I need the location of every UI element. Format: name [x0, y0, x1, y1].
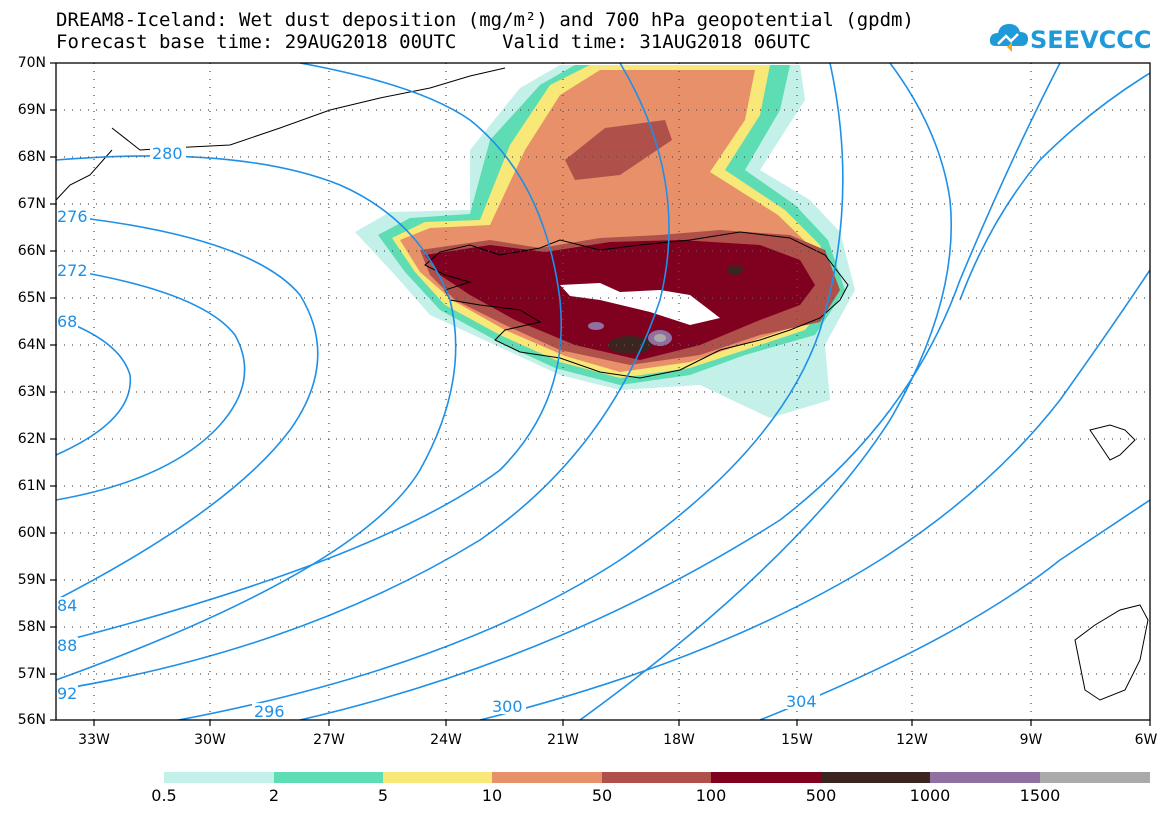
colorbar-swatch-5 [711, 772, 821, 783]
colorbar-tick-label: 100 [695, 786, 727, 805]
lat-label: 67N [17, 196, 46, 212]
map-subtitle: Forecast base time: 29AUG2018 00UTC Vali… [56, 31, 811, 53]
colorbar-tick-label: 50 [591, 786, 613, 805]
lat-label: 56N [17, 712, 46, 728]
contour-label-84: 84 [57, 596, 77, 615]
colorbar-swatch-1 [274, 772, 383, 783]
lat-label: 70N [17, 55, 46, 71]
colorbar-tick-label: 500 [805, 786, 837, 805]
lat-label: 68N [17, 149, 46, 165]
colorbar-tick-label: 1000 [909, 786, 951, 805]
lat-label: 61N [17, 478, 46, 494]
lat-label: 65N [17, 290, 46, 306]
lat-label: 63N [17, 384, 46, 400]
lat-label: 59N [17, 572, 46, 588]
cloud-logo-icon [989, 24, 1028, 52]
colorbar-swatch-0 [164, 772, 274, 783]
lat-label: 69N [17, 102, 46, 118]
contour-label-296: 296 [254, 702, 285, 721]
colorbar-swatch-3 [492, 772, 602, 783]
lon-label: 12W [896, 732, 928, 748]
lon-label: 18W [663, 732, 695, 748]
gridlines [56, 63, 1150, 720]
lat-label: 58N [17, 619, 46, 635]
colorbar-swatch-6 [821, 772, 930, 783]
lon-label: 30W [194, 732, 226, 748]
contour-label-280: 280 [152, 144, 183, 163]
lat-label: 62N [17, 431, 46, 447]
contour-label-88: 88 [57, 636, 77, 655]
colorbar-swatch-7 [930, 772, 1040, 783]
map-title: DREAM8-Iceland: Wet dust deposition (mg/… [56, 9, 914, 31]
logo-text: SEEVCCC [1030, 26, 1152, 54]
lat-label: 66N [17, 243, 46, 259]
contour-label-92: 92 [57, 684, 77, 703]
lat-label: 57N [17, 666, 46, 682]
lon-label: 33W [78, 732, 110, 748]
lat-label: 60N [17, 525, 46, 541]
lon-label: 15W [781, 732, 813, 748]
colorbar-tick-label: 5 [377, 786, 389, 805]
contour-label-68: 68 [57, 312, 77, 331]
lat-label: 64N [17, 337, 46, 353]
lon-label: 27W [313, 732, 345, 748]
contour-label-300: 300 [492, 697, 523, 716]
colorbar-tick-label: 1500 [1019, 786, 1061, 805]
seevccc-logo: SEEVCCC [988, 18, 1152, 58]
colorbar-swatch-2 [383, 772, 492, 783]
colorbar-swatch-8 [1040, 772, 1150, 783]
lon-label: 6W [1134, 732, 1158, 748]
colorbar-tick-label: 10 [481, 786, 503, 805]
colorbar [164, 772, 1150, 783]
colorbar-swatch-4 [602, 772, 711, 783]
dust-shading [355, 65, 855, 418]
lon-label: 24W [430, 732, 462, 748]
geopotential-contours [56, 63, 1150, 720]
colorbar-tick-label: 0.5 [151, 786, 177, 805]
lon-label: 21W [547, 732, 579, 748]
colorbar-tick-label: 2 [268, 786, 280, 805]
contour-label-276: 276 [57, 207, 88, 226]
lon-label: 9W [1019, 732, 1043, 748]
contour-label-304: 304 [786, 692, 817, 711]
contour-label-272: 272 [57, 261, 88, 280]
